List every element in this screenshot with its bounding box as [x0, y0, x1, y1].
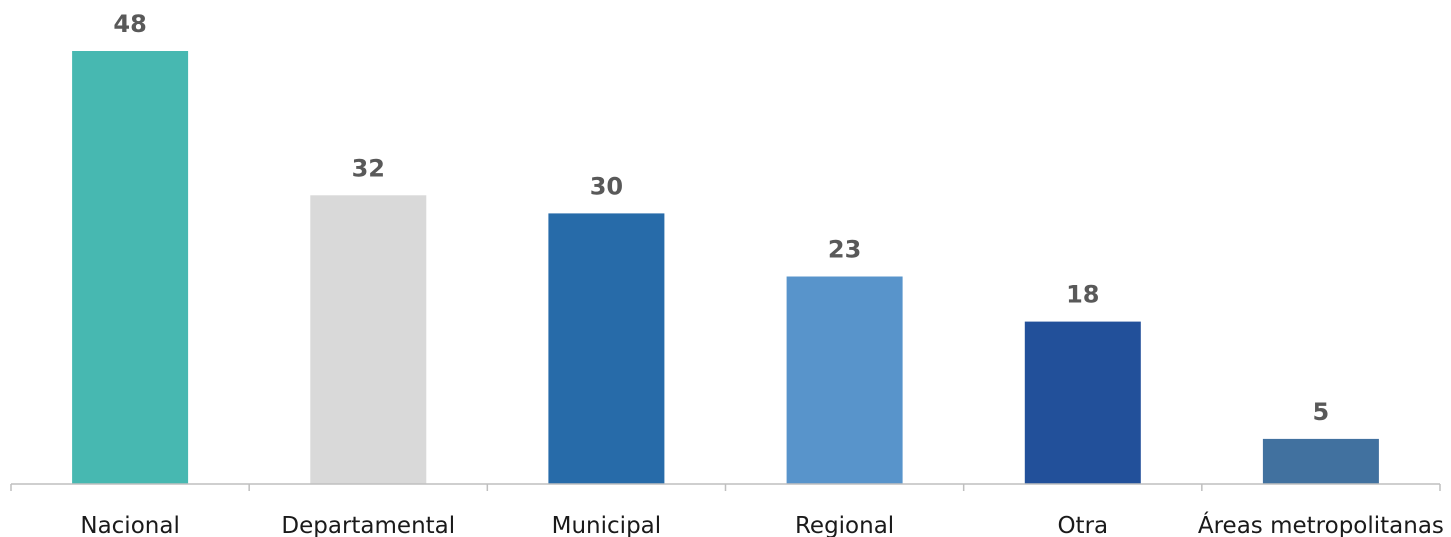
value-labels-group: 48 32 30 23 18 5	[113, 10, 1329, 426]
bar	[548, 213, 665, 484]
x-axis-category-label: Nacional	[80, 513, 179, 537]
bar-value-label: 30	[590, 172, 623, 200]
x-axis-category-label: Departamental	[281, 513, 455, 537]
bar-value-label: 18	[1066, 281, 1099, 309]
bar	[1262, 438, 1379, 484]
category-labels-group: Nacional Departamental Municipal Regional Ot…	[80, 511, 1444, 537]
bar-value-label: 23	[828, 236, 861, 264]
bar	[786, 276, 903, 484]
bar-value-label: 5	[1313, 398, 1330, 426]
bar	[1024, 321, 1141, 484]
bars-group	[72, 51, 1379, 485]
bar-value-label: 32	[352, 154, 385, 182]
x-axis	[10, 483, 1441, 491]
bar-value-label: 48	[113, 10, 146, 38]
x-axis-category-label: Regional	[795, 513, 894, 537]
bar	[72, 51, 189, 484]
x-axis-category-label: Municipal	[552, 513, 662, 537]
bar	[310, 195, 427, 485]
x-axis-category-label: Otra	[1057, 513, 1108, 537]
x-axis-category-label: Áreas metropolitanas	[1198, 511, 1444, 537]
